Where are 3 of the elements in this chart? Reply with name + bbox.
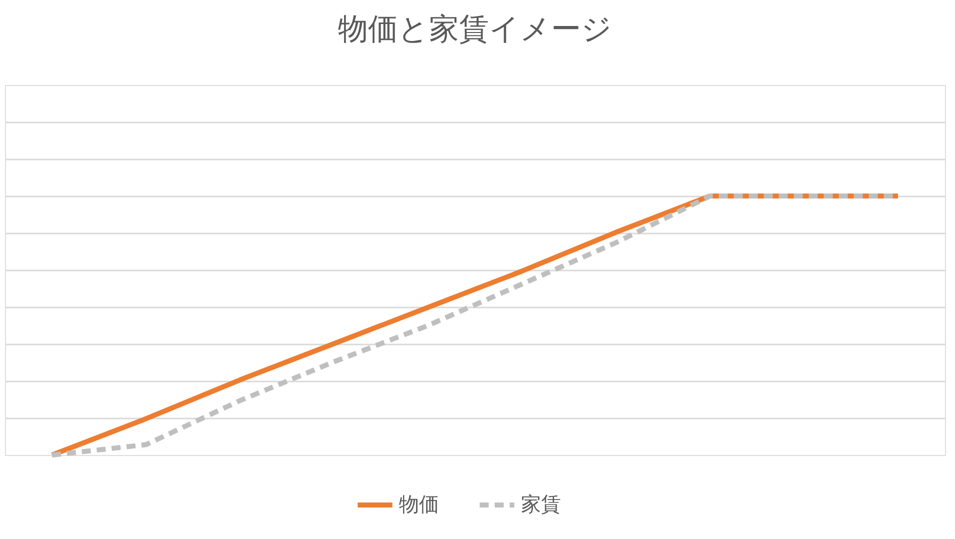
chart-title: 物価と家賃イメージ xyxy=(338,12,612,47)
legend-label: 家賃 xyxy=(521,492,561,516)
legend-label: 物価 xyxy=(399,492,439,516)
